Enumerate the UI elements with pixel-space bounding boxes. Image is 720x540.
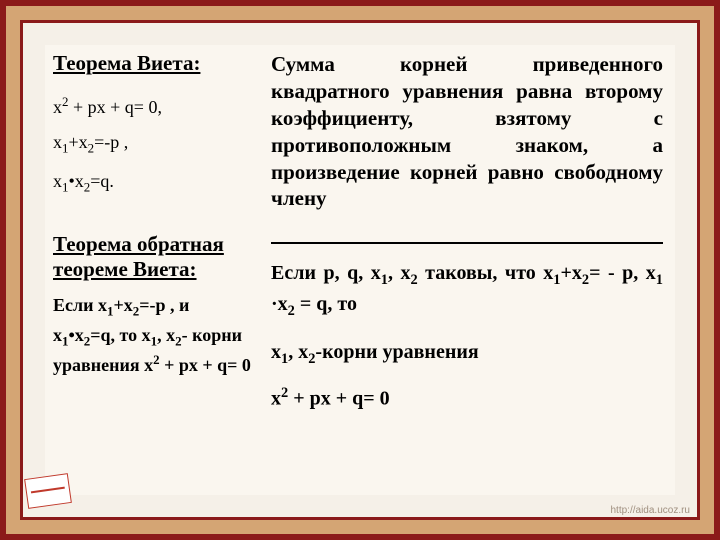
vieta-right: Сумма корней приведенного квадратного ур… (271, 51, 663, 212)
c-e: =q, то x (90, 325, 150, 345)
r1-s5: 1 (656, 272, 663, 288)
c-d: •x (68, 325, 83, 345)
r1-g: = q, то (295, 293, 357, 315)
vieta-eq1: x2 + px + q= 0, (53, 94, 253, 118)
vieta-eq3: x1•x2=q. (53, 171, 253, 196)
r1-f: ·x (271, 293, 288, 315)
inverse-line2: x1, x2-корни уравнения (271, 339, 663, 369)
c-b: +x (113, 295, 132, 315)
section-inverse: Теорема обратная теореме Виета: Если x1+… (53, 232, 663, 412)
footer-url: http://aida.ucoz.ru (611, 505, 691, 516)
eq2-x1: x (53, 132, 62, 152)
r1-s1: 1 (381, 272, 388, 288)
inverse-line3: x2 + px + q= 0 (271, 384, 663, 413)
r1-a: Если p, q, x (271, 262, 381, 284)
eq1-x: x (53, 97, 62, 117)
vieta-eq2: x1+x2=-p , (53, 132, 253, 157)
eq3-x2: •x (68, 171, 83, 191)
corner-paper-icon (24, 473, 72, 509)
content-area: Теорема Виета: x2 + px + q= 0, x1+x2=-p … (45, 45, 675, 495)
vieta-title: Теорема Виета: (53, 51, 253, 76)
r3-a: x (271, 387, 281, 409)
eq1-tail: + px + q= 0, (68, 97, 161, 117)
divider-line (271, 242, 663, 244)
corner-decoration-icon (26, 476, 76, 512)
vieta-left: Теорема Виета: x2 + px + q= 0, x1+x2=-p … (53, 51, 253, 212)
inverse-line1: Если p, q, x1, x2 таковы, что x1+x2= - p… (271, 260, 663, 321)
r1-s4: 2 (582, 272, 589, 288)
inverse-left: Теорема обратная теореме Виета: Если x1+… (53, 232, 253, 412)
r1-e: = - p, x (589, 262, 656, 284)
mid-border: Теорема Виета: x2 + px + q= 0, x1+x2=-p … (20, 20, 700, 520)
r1-s6: 2 (288, 303, 295, 319)
r3-b: + px + q= 0 (288, 387, 389, 409)
inverse-condition: Если x1+x2=-p , и x1•x2=q, то x1, x2- ко… (53, 292, 253, 378)
c-f: , x (157, 325, 175, 345)
r2-b: , x (288, 341, 308, 363)
eq2-tail: =-p , (94, 132, 128, 152)
r2-c: -корни уравнения (315, 341, 478, 363)
r1-c: таковы, что x (418, 262, 554, 284)
r2-a: x (271, 341, 281, 363)
eq2-x2: +x (68, 132, 87, 152)
r1-d: +x (560, 262, 581, 284)
inverse-right: Если p, q, x1, x2 таковы, что x1+x2= - p… (271, 232, 663, 412)
eq3-tail: =q. (90, 171, 114, 191)
vieta-statement: Сумма корней приведенного квадратного ур… (271, 51, 663, 212)
c-h: + px + q= 0 (160, 355, 251, 375)
c-a: Если x (53, 295, 107, 315)
eq3-x1: x (53, 171, 62, 191)
r1-s2: 2 (410, 272, 417, 288)
r1-b: , x (388, 262, 411, 284)
section-vieta: Теорема Виета: x2 + px + q= 0, x1+x2=-p … (53, 51, 663, 212)
inverse-title: Теорема обратная теореме Виета: (53, 232, 253, 282)
outer-border: Теорема Виета: x2 + px + q= 0, x1+x2=-p … (0, 0, 720, 540)
